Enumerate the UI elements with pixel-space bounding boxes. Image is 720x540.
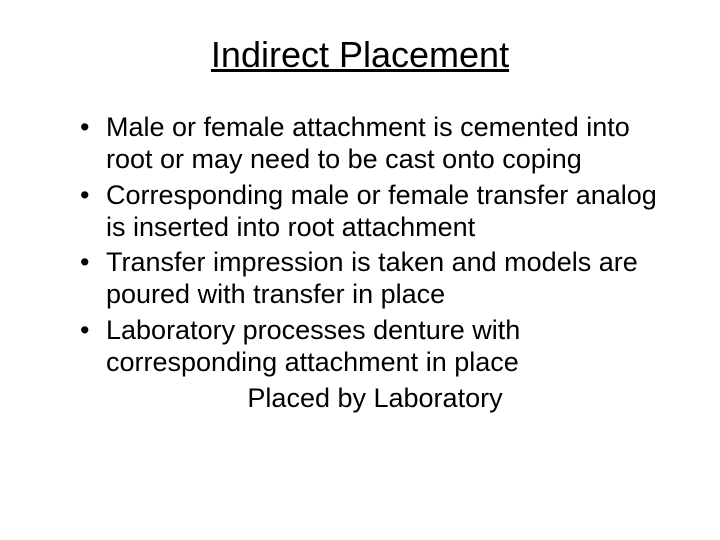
bullet-list: Male or female attachment is cemented in… <box>50 112 670 379</box>
list-item: Laboratory processes denture with corres… <box>80 315 670 379</box>
list-item: Male or female attachment is cemented in… <box>80 112 670 176</box>
list-item: Transfer impression is taken and models … <box>80 247 670 311</box>
footer-text: Placed by Laboratory <box>50 383 670 414</box>
list-item: Corresponding male or female transfer an… <box>80 180 670 244</box>
slide: Indirect Placement Male or female attach… <box>0 0 720 540</box>
slide-title: Indirect Placement <box>50 34 670 76</box>
